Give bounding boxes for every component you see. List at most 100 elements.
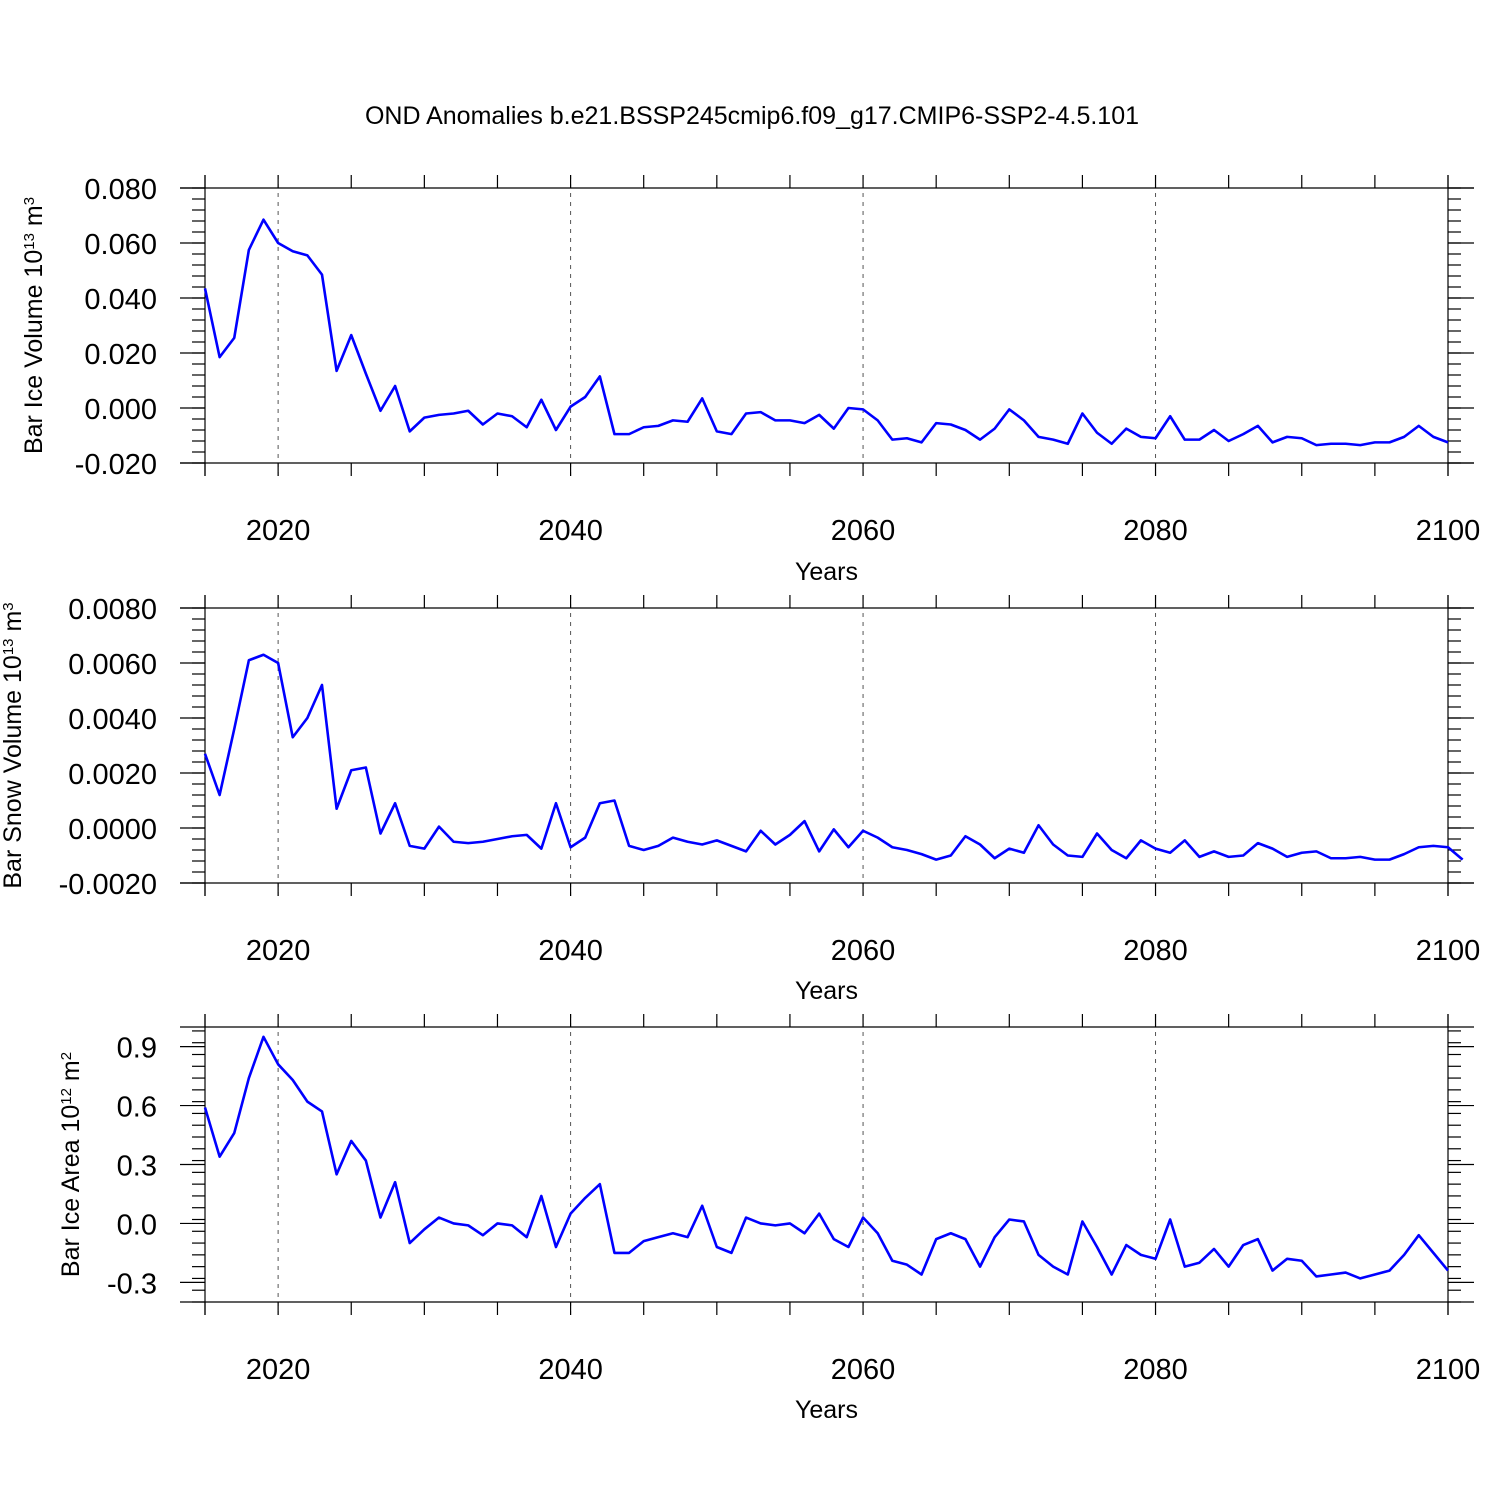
data-point-2085 [1227,1265,1231,1269]
data-point-2032 [452,1221,456,1225]
x-axis-label: Years [795,1396,858,1424]
data-point-2043 [612,432,616,436]
data-point-2032 [452,840,456,844]
y-axis-label: Bar Ice Area 1012 m2 [57,1052,85,1277]
data-point-2057 [817,1212,821,1216]
y-axis-label-superscript: 13 [0,638,17,655]
data-point-2031 [437,1216,441,1220]
data-point-2030 [422,1227,426,1231]
series-line [203,1035,1450,1280]
data-point-2081 [1168,1218,1172,1222]
data-point-2090 [1300,436,1304,440]
data-point-2023 [320,683,324,687]
data-point-2080 [1154,436,1158,440]
data-point-2096 [1388,440,1392,444]
data-point-2029 [408,844,412,848]
data-point-2067 [963,834,967,838]
data-point-2087 [1256,424,1260,428]
data-point-2058 [832,427,836,431]
data-point-2097 [1402,852,1406,856]
data-point-2079 [1139,1253,1143,1257]
data-point-2099 [1431,844,1435,848]
data-point-2048 [686,420,690,424]
data-point-2028 [393,1180,397,1184]
y-axis-label-text: Bar Ice Area 10 [57,1105,85,1277]
data-point-2101 [1461,858,1465,862]
data-point-2041 [583,836,587,840]
data-point-2055 [788,833,792,837]
data-point-2080 [1154,847,1158,851]
series-line [203,653,1464,861]
data-point-2039 [554,428,558,432]
x-tick-label: 2100 [1416,935,1481,967]
data-point-2042 [598,1182,602,1186]
data-point-2027 [378,1216,382,1220]
data-point-2086 [1241,854,1245,858]
data-point-2042 [598,374,602,378]
data-point-2070 [1007,847,1011,851]
data-point-2041 [583,395,587,399]
x-tick-label: 2100 [1416,515,1481,547]
data-point-2027 [378,832,382,836]
y-axis-label: Bar Snow Volume 1013 m3 [0,602,27,888]
data-point-2021 [291,735,295,739]
y-tick-label: 0.0060 [68,649,157,681]
data-point-2073 [1051,843,1055,847]
y-tick-label: 0.0080 [68,594,157,626]
data-point-2061 [876,1231,880,1235]
data-point-2026 [364,372,368,376]
y-tick-label: -0.3 [107,1268,157,1300]
data-point-2075 [1080,412,1084,416]
data-point-2030 [422,847,426,851]
data-point-2066 [949,423,953,427]
data-point-2055 [788,418,792,422]
data-point-2015 [203,286,207,290]
data-point-2034 [481,1233,485,1237]
data-point-2038 [539,847,543,851]
data-point-2040 [569,845,573,849]
data-point-2077 [1110,442,1114,446]
data-point-2049 [700,396,704,400]
data-point-2093 [1344,1271,1348,1275]
data-point-2024 [335,369,339,373]
data-point-2096 [1388,858,1392,862]
data-point-2039 [554,1245,558,1249]
data-point-2026 [364,766,368,770]
data-point-2080 [1154,1257,1158,1261]
data-point-2061 [876,836,880,840]
data-point-2053 [759,1221,763,1225]
y-tick-label: 0.020 [84,339,157,371]
y-tick-label: 0.040 [84,284,157,316]
data-point-2060 [861,829,865,833]
data-point-2034 [481,840,485,844]
data-point-2020 [276,1062,280,1066]
data-point-2089 [1285,855,1289,859]
data-point-2074 [1066,442,1070,446]
x-tick-label: 2060 [831,515,896,547]
data-point-2018 [247,1076,251,1080]
x-tick-label: 2060 [831,1354,896,1386]
data-point-2076 [1095,1245,1099,1249]
data-point-2065 [934,858,938,862]
data-point-2072 [1037,1253,1041,1257]
data-point-2071 [1022,1219,1026,1223]
data-point-2048 [686,1235,690,1239]
data-point-2018 [247,658,251,662]
data-point-2088 [1271,1269,1275,1273]
data-point-2068 [978,1265,982,1269]
panel-2: 2020 2040 2060 2080 2100 -0.0020 0.0000 0.0020 0… [0,594,1480,1005]
y-axis-label-superscript: 3 [21,197,38,205]
x-tick-label: 2040 [538,1354,603,1386]
data-point-2099 [1431,435,1435,439]
data-point-2090 [1300,1259,1304,1263]
data-point-2073 [1051,1265,1055,1269]
data-point-2060 [861,1216,865,1220]
data-point-2028 [393,801,397,805]
data-point-2016 [218,1155,222,1159]
data-point-2097 [1402,435,1406,439]
y-axis-label-superscript: 2 [58,1052,75,1060]
data-point-2035 [495,1221,499,1225]
data-point-2022 [305,1100,309,1104]
data-point-2054 [773,1223,777,1227]
